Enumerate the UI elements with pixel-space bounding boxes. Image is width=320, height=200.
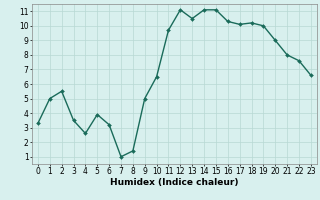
X-axis label: Humidex (Indice chaleur): Humidex (Indice chaleur) <box>110 178 239 187</box>
